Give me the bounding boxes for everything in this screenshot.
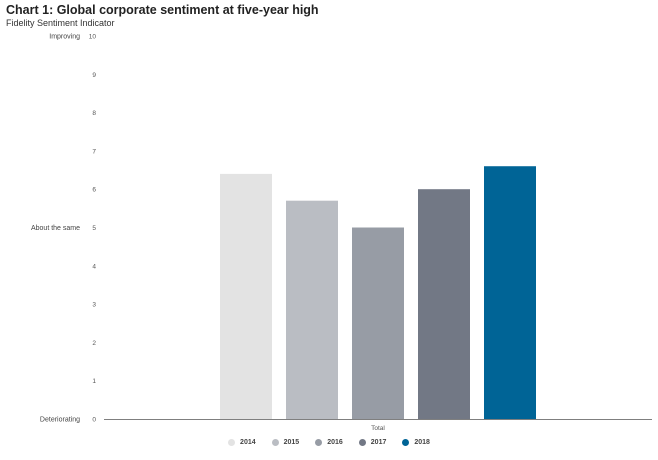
legend-item-2018[interactable]: 2018 xyxy=(402,439,430,446)
bar-2016 xyxy=(352,227,404,419)
chart-title: Chart 1: Global corporate sentiment at f… xyxy=(6,3,319,17)
bar-2015 xyxy=(286,200,338,419)
legend-label: 2014 xyxy=(240,439,256,446)
legend-label: 2018 xyxy=(414,439,430,446)
y-tick-label: 8 xyxy=(92,110,96,117)
y-tick-label: 1 xyxy=(92,378,96,385)
y-tick-label: 6 xyxy=(92,187,96,194)
y-side-label-top: Improving xyxy=(49,34,80,41)
bar-2017 xyxy=(418,189,470,419)
chart-subtitle: Fidelity Sentiment Indicator xyxy=(6,18,115,28)
y-tick-label: 3 xyxy=(92,302,96,309)
y-tick-label: 7 xyxy=(92,148,96,155)
bar-2014 xyxy=(220,173,272,419)
legend-item-2015[interactable]: 2015 xyxy=(271,439,300,446)
y-axis-side-labels: Improving About the same Deteriorating xyxy=(31,34,80,424)
legend-marker-icon xyxy=(402,439,410,446)
y-tick-label: 10 xyxy=(89,34,97,41)
bar-2018 xyxy=(484,166,536,419)
legend-label: 2016 xyxy=(327,439,343,446)
y-tick-label: 4 xyxy=(92,263,96,270)
legend-label: 2015 xyxy=(283,439,300,446)
legend-marker-icon xyxy=(228,439,236,446)
legend-marker-icon xyxy=(271,439,279,446)
y-tick-label: 2 xyxy=(92,340,96,347)
legend-marker-icon xyxy=(315,439,323,446)
legend-marker-icon xyxy=(358,439,366,446)
x-axis-category-labels: Total xyxy=(371,425,385,432)
legend: 2014 2015 2016 2017 2018 xyxy=(0,439,658,446)
x-category-label: Total xyxy=(371,425,385,432)
y-side-label-middle: About the same xyxy=(31,225,80,232)
y-side-label-bottom: Deteriorating xyxy=(40,417,80,424)
bar-group-total xyxy=(220,166,536,419)
legend-item-2016[interactable]: 2016 xyxy=(315,439,343,446)
y-tick-label: 0 xyxy=(92,417,96,424)
legend-item-2014[interactable]: 2014 xyxy=(228,439,256,446)
y-axis-ticks: 0 1 2 3 4 5 6 7 8 9 10 xyxy=(89,34,97,424)
legend-label: 2017 xyxy=(370,439,387,446)
y-tick-label: 9 xyxy=(92,72,96,79)
y-tick-label: 5 xyxy=(92,225,96,232)
legend-item-2017[interactable]: 2017 xyxy=(358,439,387,446)
